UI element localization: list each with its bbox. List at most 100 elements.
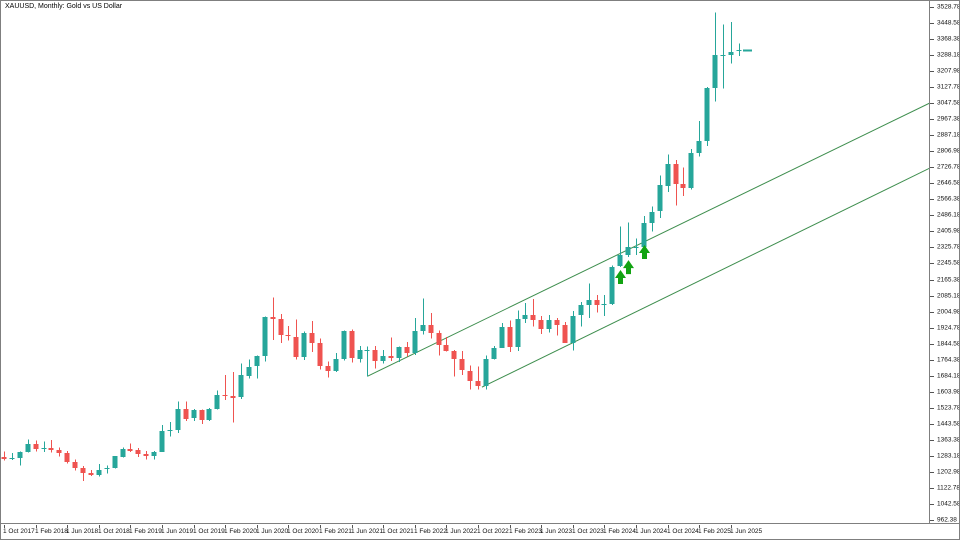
channel-line[interactable] — [367, 102, 930, 377]
candle[interactable] — [586, 300, 592, 305]
candle[interactable] — [293, 337, 299, 357]
candle[interactable] — [475, 381, 481, 386]
candle[interactable] — [104, 468, 110, 469]
candle[interactable] — [120, 449, 126, 457]
candle[interactable] — [56, 450, 62, 453]
candle[interactable] — [380, 356, 386, 361]
candle[interactable] — [88, 473, 94, 475]
candle[interactable] — [143, 454, 149, 456]
candle[interactable] — [112, 456, 118, 468]
price-tick-label: 3288.18 — [937, 51, 960, 59]
candle[interactable] — [633, 247, 639, 248]
candle[interactable] — [262, 317, 268, 356]
candle[interactable] — [515, 319, 521, 347]
candle[interactable] — [728, 52, 734, 55]
candle[interactable] — [609, 267, 615, 304]
candle[interactable] — [33, 444, 39, 449]
candlestick-plot[interactable] — [1, 1, 930, 523]
candle[interactable] — [657, 185, 663, 211]
candle[interactable] — [625, 247, 631, 255]
candle[interactable] — [443, 345, 449, 351]
candle[interactable] — [720, 55, 726, 56]
candle[interactable] — [309, 333, 315, 343]
candle[interactable] — [712, 55, 718, 88]
candle[interactable] — [412, 331, 418, 353]
candle[interactable] — [270, 317, 276, 319]
candle[interactable] — [238, 375, 244, 397]
candle[interactable] — [594, 300, 600, 305]
candle[interactable] — [349, 331, 355, 358]
candle[interactable] — [9, 458, 15, 459]
candle[interactable] — [578, 305, 584, 315]
candle[interactable] — [522, 315, 528, 319]
candle[interactable] — [214, 395, 220, 409]
candle[interactable] — [396, 347, 402, 358]
candle[interactable] — [617, 255, 623, 266]
candle[interactable] — [641, 223, 647, 247]
candle[interactable] — [127, 449, 133, 451]
candle[interactable] — [736, 50, 742, 51]
candle[interactable] — [696, 141, 702, 153]
candle[interactable] — [562, 325, 568, 343]
candle[interactable] — [254, 356, 260, 366]
candle[interactable] — [222, 395, 228, 396]
candle[interactable] — [72, 462, 78, 468]
candle[interactable] — [80, 468, 86, 473]
candle[interactable] — [206, 409, 212, 420]
candle[interactable] — [285, 335, 291, 336]
candle[interactable] — [317, 343, 323, 366]
candle[interactable] — [404, 347, 410, 353]
candle[interactable] — [301, 333, 307, 357]
candle[interactable] — [436, 333, 442, 345]
candle[interactable] — [64, 453, 70, 462]
candle[interactable] — [199, 410, 205, 420]
channel-line[interactable] — [481, 167, 930, 388]
candle[interactable] — [499, 327, 505, 348]
candle[interactable] — [96, 470, 102, 475]
candle[interactable] — [135, 450, 141, 454]
candle[interactable] — [483, 359, 489, 386]
candle[interactable] — [25, 444, 31, 452]
candle[interactable] — [341, 331, 347, 359]
candle[interactable] — [151, 452, 157, 456]
candle[interactable] — [546, 320, 552, 329]
candle[interactable] — [530, 315, 536, 320]
candle[interactable] — [333, 359, 339, 371]
candle[interactable] — [175, 409, 181, 430]
candle[interactable] — [230, 396, 236, 398]
candle[interactable] — [507, 327, 513, 347]
candle[interactable] — [601, 304, 607, 305]
candle[interactable] — [649, 212, 655, 223]
candle[interactable] — [191, 410, 197, 418]
candle[interactable] — [704, 88, 710, 141]
candle[interactable] — [554, 320, 560, 325]
candle[interactable] — [372, 350, 378, 361]
candle[interactable] — [388, 356, 394, 358]
candle[interactable] — [167, 430, 173, 431]
candle[interactable] — [183, 409, 189, 419]
candle[interactable] — [665, 164, 671, 186]
candle[interactable] — [570, 316, 576, 343]
candle[interactable] — [420, 325, 426, 331]
candle[interactable] — [538, 320, 544, 329]
candle[interactable] — [1, 457, 7, 459]
candle[interactable] — [278, 319, 284, 335]
candle[interactable] — [357, 350, 363, 359]
candle[interactable] — [673, 164, 679, 184]
candle[interactable] — [364, 350, 370, 351]
candle[interactable] — [491, 348, 497, 359]
candle[interactable] — [467, 371, 473, 381]
candle[interactable] — [428, 325, 434, 333]
candle[interactable] — [680, 184, 686, 188]
candle[interactable] — [48, 448, 54, 450]
price-axis[interactable]: 3528.78 3448.58 3368.38 3288.18 3207.98 3127.… — [930, 1, 960, 524]
candle[interactable] — [41, 448, 47, 449]
candle[interactable] — [459, 359, 465, 370]
candle[interactable] — [159, 431, 165, 452]
candle[interactable] — [17, 452, 23, 458]
candle[interactable] — [688, 153, 694, 188]
candle[interactable] — [246, 367, 252, 376]
candle[interactable] — [325, 366, 331, 371]
time-axis[interactable]: 1 Oct 2017 1 Feb 2018 1 Jun 2018 1 Oct 2018… — [1, 524, 930, 539]
candle[interactable] — [451, 351, 457, 359]
